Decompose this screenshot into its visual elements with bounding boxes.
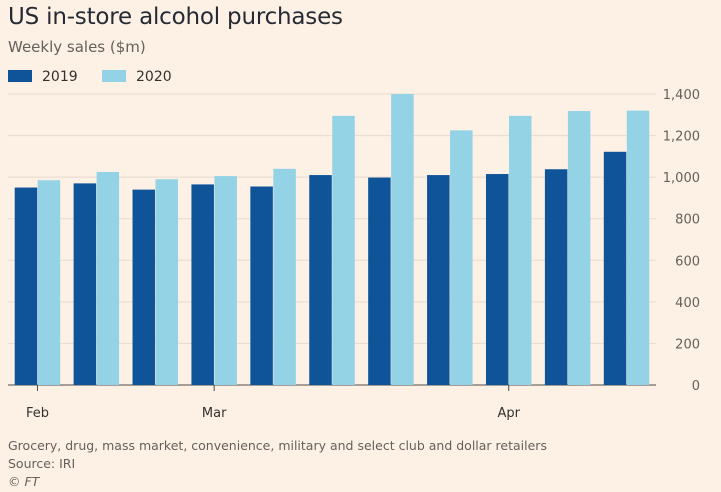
x-tick-label: Apr xyxy=(497,406,520,421)
bar-2020 xyxy=(626,110,650,385)
bar-2019 xyxy=(309,175,332,385)
y-tick-label: 200 xyxy=(675,337,700,352)
y-tick-label: 400 xyxy=(675,296,700,311)
y-tick-label: 1,400 xyxy=(663,88,700,103)
legend-label-2020: 2020 xyxy=(136,69,172,85)
bar-2020 xyxy=(508,115,532,385)
bar-2020 xyxy=(450,130,473,385)
legend-swatch-2020 xyxy=(102,70,126,82)
bar-2019 xyxy=(368,177,391,385)
source-line: Source: IRI xyxy=(8,456,76,471)
ft-credit: © FT xyxy=(8,474,40,489)
bar-2019 xyxy=(427,175,450,385)
y-tick-label: 0 xyxy=(692,379,700,394)
bar-2020 xyxy=(37,180,61,385)
bar-2019 xyxy=(191,184,214,385)
bar-2019 xyxy=(132,189,156,385)
legend-swatch-2019 xyxy=(8,70,32,82)
y-tick-label: 800 xyxy=(675,213,700,228)
legend-label-2019: 2019 xyxy=(42,69,78,85)
footnote: Grocery, drug, mass market, convenience,… xyxy=(8,438,547,453)
bar-2020 xyxy=(96,171,120,385)
bar-2019 xyxy=(250,186,273,385)
bar-2020 xyxy=(273,168,296,385)
legend-item-2019: 2019 xyxy=(8,69,78,85)
bar-2019 xyxy=(603,151,627,385)
bar-2020 xyxy=(214,176,237,385)
chart-subtitle: Weekly sales ($m) xyxy=(8,38,146,56)
bar-2020 xyxy=(391,94,414,385)
x-tick-label: Feb xyxy=(26,406,49,421)
bar-2019 xyxy=(485,174,509,385)
x-tick-label: Mar xyxy=(202,406,227,421)
legend-item-2020: 2020 xyxy=(102,69,172,85)
bar-2019 xyxy=(544,169,568,385)
bar-2020 xyxy=(155,179,179,385)
y-tick-label: 1,000 xyxy=(663,171,700,186)
y-tick-label: 1,200 xyxy=(663,130,700,145)
bar-2019 xyxy=(14,187,38,385)
chart-title: US in-store alcohol purchases xyxy=(8,4,343,30)
y-tick-label: 600 xyxy=(675,254,700,269)
bar-2019 xyxy=(73,183,97,385)
bar-2020 xyxy=(332,115,355,385)
bar-2020 xyxy=(567,111,591,386)
